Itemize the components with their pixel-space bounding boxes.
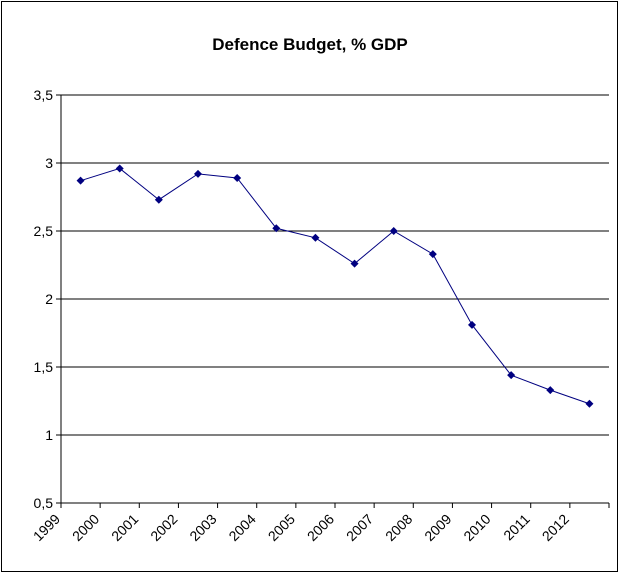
y-tick-label: 3,5 — [34, 87, 54, 103]
x-tick-label: 2008 — [382, 511, 415, 544]
series-line — [80, 167, 590, 405]
data-point — [585, 399, 594, 408]
data-point — [115, 164, 124, 173]
x-tick-label: 2002 — [147, 511, 180, 544]
data-point — [194, 169, 202, 178]
chart-title: Defence Budget, % GDP — [212, 35, 408, 54]
data-point — [428, 250, 437, 259]
x-tick-label: 2006 — [304, 511, 337, 544]
data-point — [546, 386, 555, 395]
x-tick-label: 2004 — [225, 511, 258, 544]
x-tick-label: 2007 — [343, 511, 376, 544]
data-point — [468, 320, 476, 329]
y-tick-label: 2 — [45, 291, 53, 307]
x-tick-label: 2005 — [265, 511, 298, 544]
x-tick-label: 2001 — [108, 511, 141, 544]
x-tick-label: 2000 — [69, 511, 102, 544]
y-tick-label: 0,5 — [34, 495, 54, 511]
y-tick-label: 1,5 — [34, 359, 54, 375]
x-tick-label: 2009 — [421, 511, 454, 544]
data-point — [76, 176, 85, 185]
data-point — [389, 227, 398, 235]
data-point — [154, 195, 163, 204]
y-tick-label: 1 — [45, 427, 53, 443]
x-tick-label: 2003 — [186, 511, 219, 544]
data-point — [507, 371, 516, 380]
x-tick-label: 2011 — [500, 511, 533, 544]
data-point — [350, 259, 359, 268]
data-point — [272, 224, 281, 233]
x-tick-label: 2010 — [460, 511, 493, 544]
y-tick-label: 3 — [45, 155, 53, 171]
data-point — [233, 173, 242, 182]
x-tick-label: 2012 — [539, 511, 572, 544]
x-tick-label: 1999 — [30, 511, 63, 544]
data-point — [311, 233, 320, 242]
y-tick-label: 2,5 — [34, 223, 54, 239]
